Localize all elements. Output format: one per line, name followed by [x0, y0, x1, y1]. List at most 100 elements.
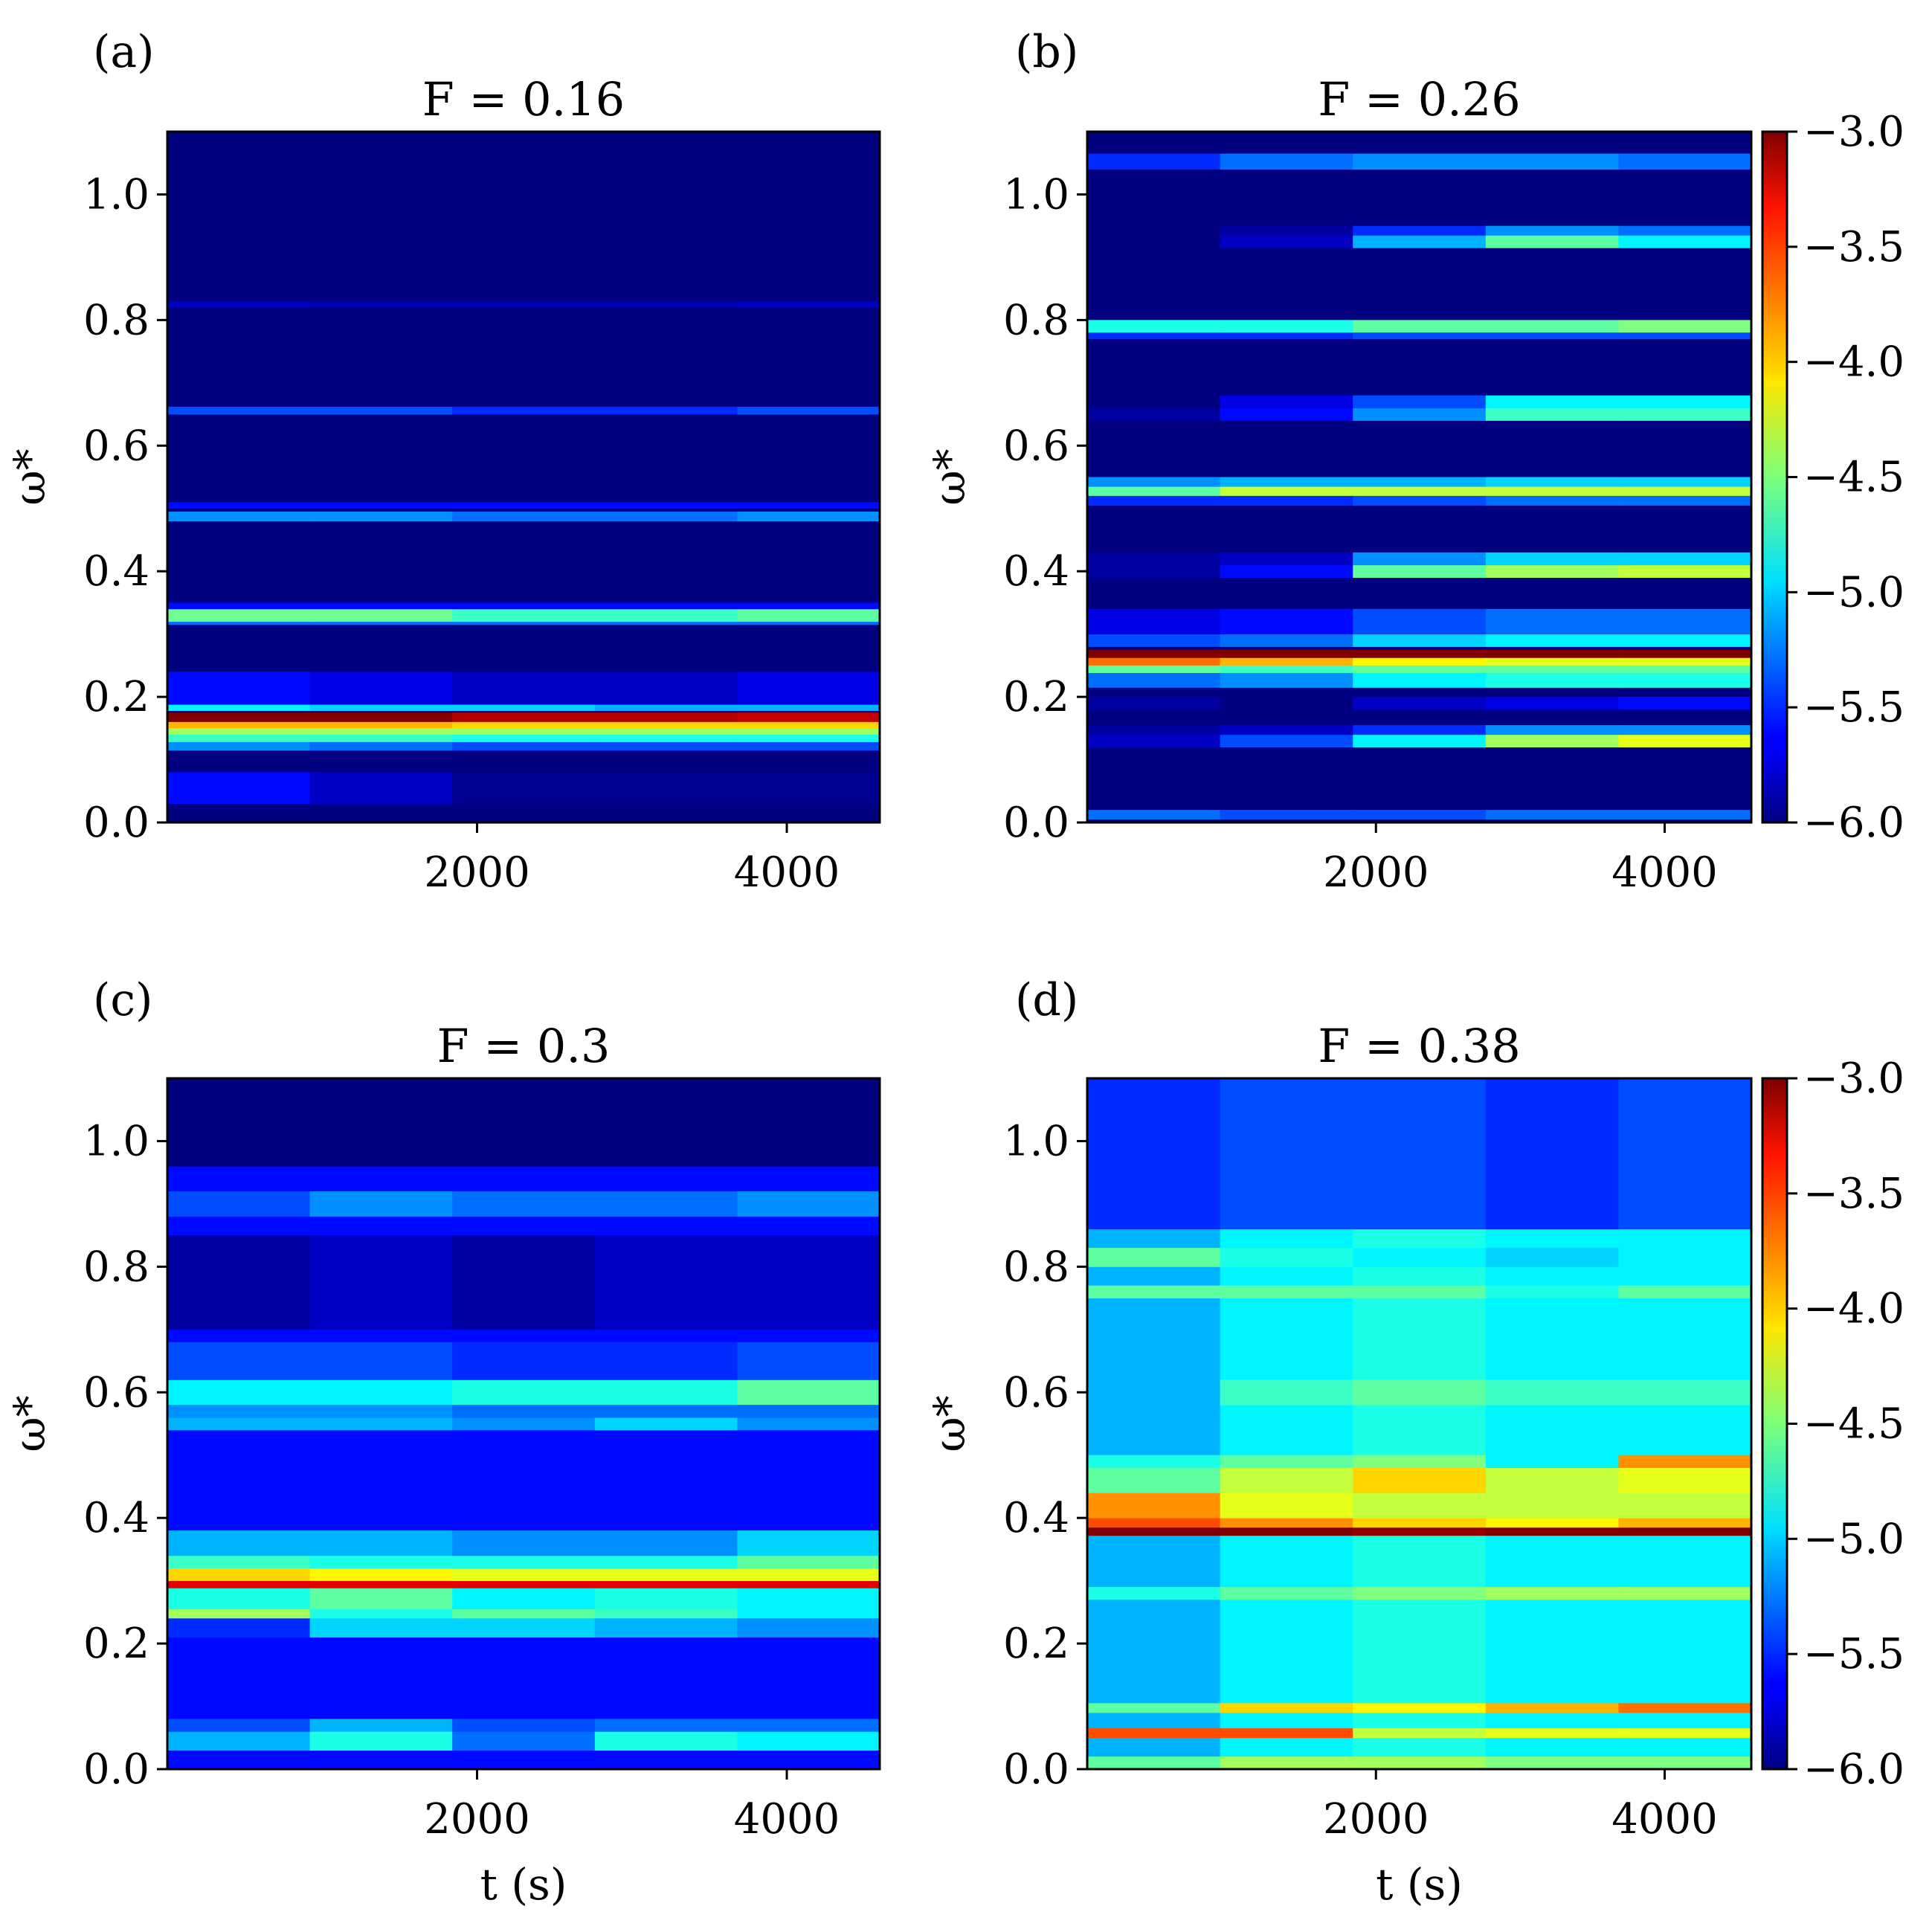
heatmap-cell	[594, 511, 738, 522]
heatmap-cell	[1087, 320, 1221, 333]
heatmap-cell	[594, 301, 738, 308]
heatmap-cell	[167, 1342, 311, 1380]
y-tick-label: 0.8	[83, 1243, 149, 1291]
heatmap-cell	[452, 1078, 596, 1167]
colorbar-tick-label: −6.0	[1803, 799, 1904, 847]
heatmap-cell	[1087, 1587, 1221, 1600]
heatmap-cell	[1220, 332, 1353, 340]
heatmap-cell	[1353, 552, 1487, 566]
heatmap-cell	[1087, 810, 1221, 820]
heatmap-cell	[1087, 495, 1221, 506]
heatmap-cell	[1087, 725, 1221, 735]
colorbar-tick-label: −4.5	[1803, 1400, 1904, 1449]
heatmap-cell	[1220, 235, 1353, 248]
heatmap-cell	[167, 406, 311, 415]
y-tick-label: 0.4	[1003, 1494, 1069, 1542]
heatmap-cell	[1485, 649, 1619, 659]
heatmap-cell	[167, 1588, 311, 1610]
colorbar: −3.0 −3.5 −4.0 −4.5 −5.0 −5.5 −6.0	[1761, 1054, 1904, 1794]
heatmap-cell	[1485, 320, 1619, 333]
heatmap-cell	[1353, 657, 1487, 666]
heatmap-cell	[309, 672, 453, 705]
heatmap-cell	[1618, 552, 1752, 566]
heatmap-cell	[1220, 477, 1353, 487]
heatmap-cell	[452, 1609, 596, 1619]
heatmap-cell	[594, 728, 738, 735]
heatmap-cell	[594, 406, 738, 415]
heatmap-cell	[1220, 495, 1353, 506]
heatmap-cell	[1618, 649, 1752, 659]
heatmap-cell	[452, 704, 596, 712]
y-tick-label: 0.4	[1003, 547, 1069, 596]
heatmap-cell	[167, 1618, 311, 1638]
heatmap-cell	[1485, 1587, 1619, 1600]
heatmap-cell	[1353, 153, 1487, 170]
heatmap-cell	[1353, 235, 1487, 248]
heatmap-cell	[1485, 634, 1619, 647]
heatmap-cell	[452, 1191, 596, 1217]
heatmap-cell	[1087, 332, 1221, 340]
heatmap-cell	[452, 1568, 596, 1582]
x-tick-label: 2000	[424, 1795, 530, 1844]
heatmap-cell	[1618, 657, 1752, 666]
heatmap-cell	[1353, 1493, 1487, 1519]
heatmap-cell	[1353, 1728, 1487, 1739]
heatmap-cell	[1618, 1587, 1752, 1600]
heatmap-cell	[1618, 153, 1752, 170]
heatmap-cell	[737, 1609, 880, 1619]
heatmap-cell	[1087, 697, 1221, 710]
heatmap-cell	[594, 1588, 738, 1610]
heatmap-cell	[1618, 1285, 1752, 1298]
heatmap-cell	[1353, 608, 1487, 635]
heatmap-cell	[1618, 477, 1752, 487]
heatmap-cell	[1353, 320, 1487, 333]
y-tick-label: 1.0	[83, 1117, 149, 1165]
heatmap-cell	[1220, 1493, 1353, 1519]
heatmap-cell	[594, 602, 738, 610]
heatmap-cell	[594, 502, 738, 509]
panel-title: F = 0.26	[1318, 72, 1520, 126]
heatmap-cell	[1087, 477, 1221, 487]
y-tick-label: 0.6	[1003, 422, 1069, 470]
heatmap-cell	[1618, 332, 1752, 340]
colorbar-tick-label: −5.0	[1803, 568, 1904, 616]
colorbar-gradient	[1762, 132, 1787, 822]
heatmap-cell	[1220, 697, 1353, 710]
heatmap-cell	[1618, 320, 1752, 333]
heatmap-cell	[737, 772, 880, 805]
y-tick-label: 1.0	[1003, 1117, 1069, 1165]
heatmap-cell	[1087, 1078, 1221, 1230]
heatmap-cell	[737, 1530, 880, 1556]
heatmap-cell	[1353, 697, 1487, 710]
heatmap-cell	[1485, 225, 1619, 236]
heatmap-cell	[167, 1731, 311, 1751]
heatmap-cell	[1485, 608, 1619, 635]
heatmap-cell	[737, 741, 880, 751]
y-tick-label: 0.2	[1003, 673, 1069, 721]
heatmap-cell	[1220, 725, 1353, 735]
heatmap-cell	[1618, 734, 1752, 748]
heatmap-cell	[1618, 1248, 1752, 1267]
x-tick-label: 2000	[1323, 1795, 1429, 1844]
heatmap-cell	[1220, 1756, 1353, 1770]
heatmap-cell	[452, 728, 596, 735]
heatmap-cell	[737, 1342, 880, 1380]
heatmap-cell	[737, 672, 880, 705]
y-tick-label: 0.0	[1003, 1745, 1069, 1794]
heatmap-cell	[452, 672, 596, 705]
heatmap-cell	[737, 1568, 880, 1582]
heatmap-cell	[1618, 810, 1752, 820]
heatmap-cell	[167, 1580, 311, 1589]
heatmap-cell	[309, 1530, 453, 1556]
y-tick-label: 0.6	[83, 422, 149, 470]
heatmap-cell	[167, 1555, 311, 1569]
colorbar-gradient	[1762, 1078, 1787, 1769]
heatmap-cell	[1220, 1285, 1353, 1298]
heatmap-cell	[309, 1342, 453, 1380]
heatmap-cell	[1087, 1248, 1221, 1267]
y-tick-label: 0.6	[1003, 1368, 1069, 1417]
heatmap-cell	[737, 1235, 880, 1330]
heatmap-cell	[1220, 320, 1353, 333]
panel-a: 0.0 0.2 0.4 0.6 0.8 1.0 2000 4000 F = 0.16 (a) ω*	[4, 26, 881, 897]
heatmap-cell	[737, 721, 880, 729]
